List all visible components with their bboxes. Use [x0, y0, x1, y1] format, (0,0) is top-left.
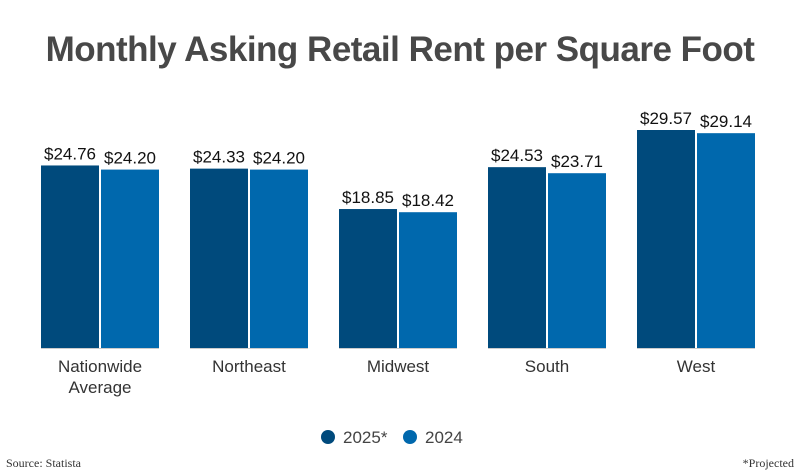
bar: [637, 130, 695, 348]
bar: [101, 169, 159, 348]
data-label: $24.33: [193, 148, 245, 167]
bar: [339, 209, 397, 348]
category-label: West: [677, 357, 716, 376]
bar: [697, 133, 755, 348]
data-label: $24.76: [44, 144, 96, 163]
category-label: Northeast: [212, 357, 286, 376]
data-label: $24.20: [253, 149, 305, 168]
bar: [488, 167, 546, 348]
bar: [190, 168, 248, 348]
bar: [41, 165, 99, 348]
source-note: Source: Statista: [6, 456, 81, 470]
projected-note: *Projected: [742, 456, 794, 470]
data-label: $23.71: [551, 152, 603, 171]
bar: [399, 212, 457, 348]
legend-label: 2025*: [343, 428, 388, 447]
data-label: $18.85: [342, 188, 394, 207]
data-label: $24.53: [491, 146, 543, 165]
category-label: Midwest: [367, 357, 430, 376]
data-label: $29.14: [700, 112, 752, 131]
chart-title: Monthly Asking Retail Rent per Square Fo…: [45, 30, 755, 69]
data-label: $18.42: [402, 191, 454, 210]
data-label: $24.20: [104, 149, 156, 168]
category-label: South: [525, 357, 569, 376]
bar: [548, 173, 606, 348]
legend-marker: [403, 430, 417, 444]
bar: [250, 169, 308, 348]
category-label: Nationwide: [58, 357, 142, 376]
legend-marker: [321, 430, 335, 444]
legend-label: 2024: [425, 428, 463, 447]
category-label: Average: [68, 378, 131, 397]
data-label: $29.57: [640, 109, 692, 128]
